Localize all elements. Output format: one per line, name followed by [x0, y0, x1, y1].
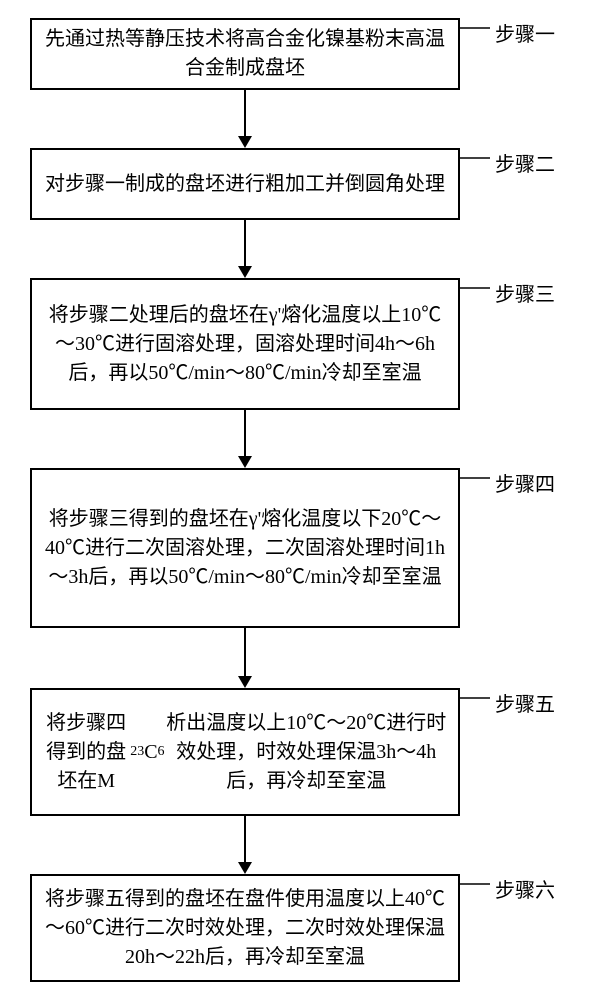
label-leader-6 — [0, 0, 599, 1000]
flowchart-canvas: 先通过热等静压技术将高合金化镍基粉末高温合金制成盘坯步骤一对步骤一制成的盘坯进行… — [0, 0, 599, 1000]
